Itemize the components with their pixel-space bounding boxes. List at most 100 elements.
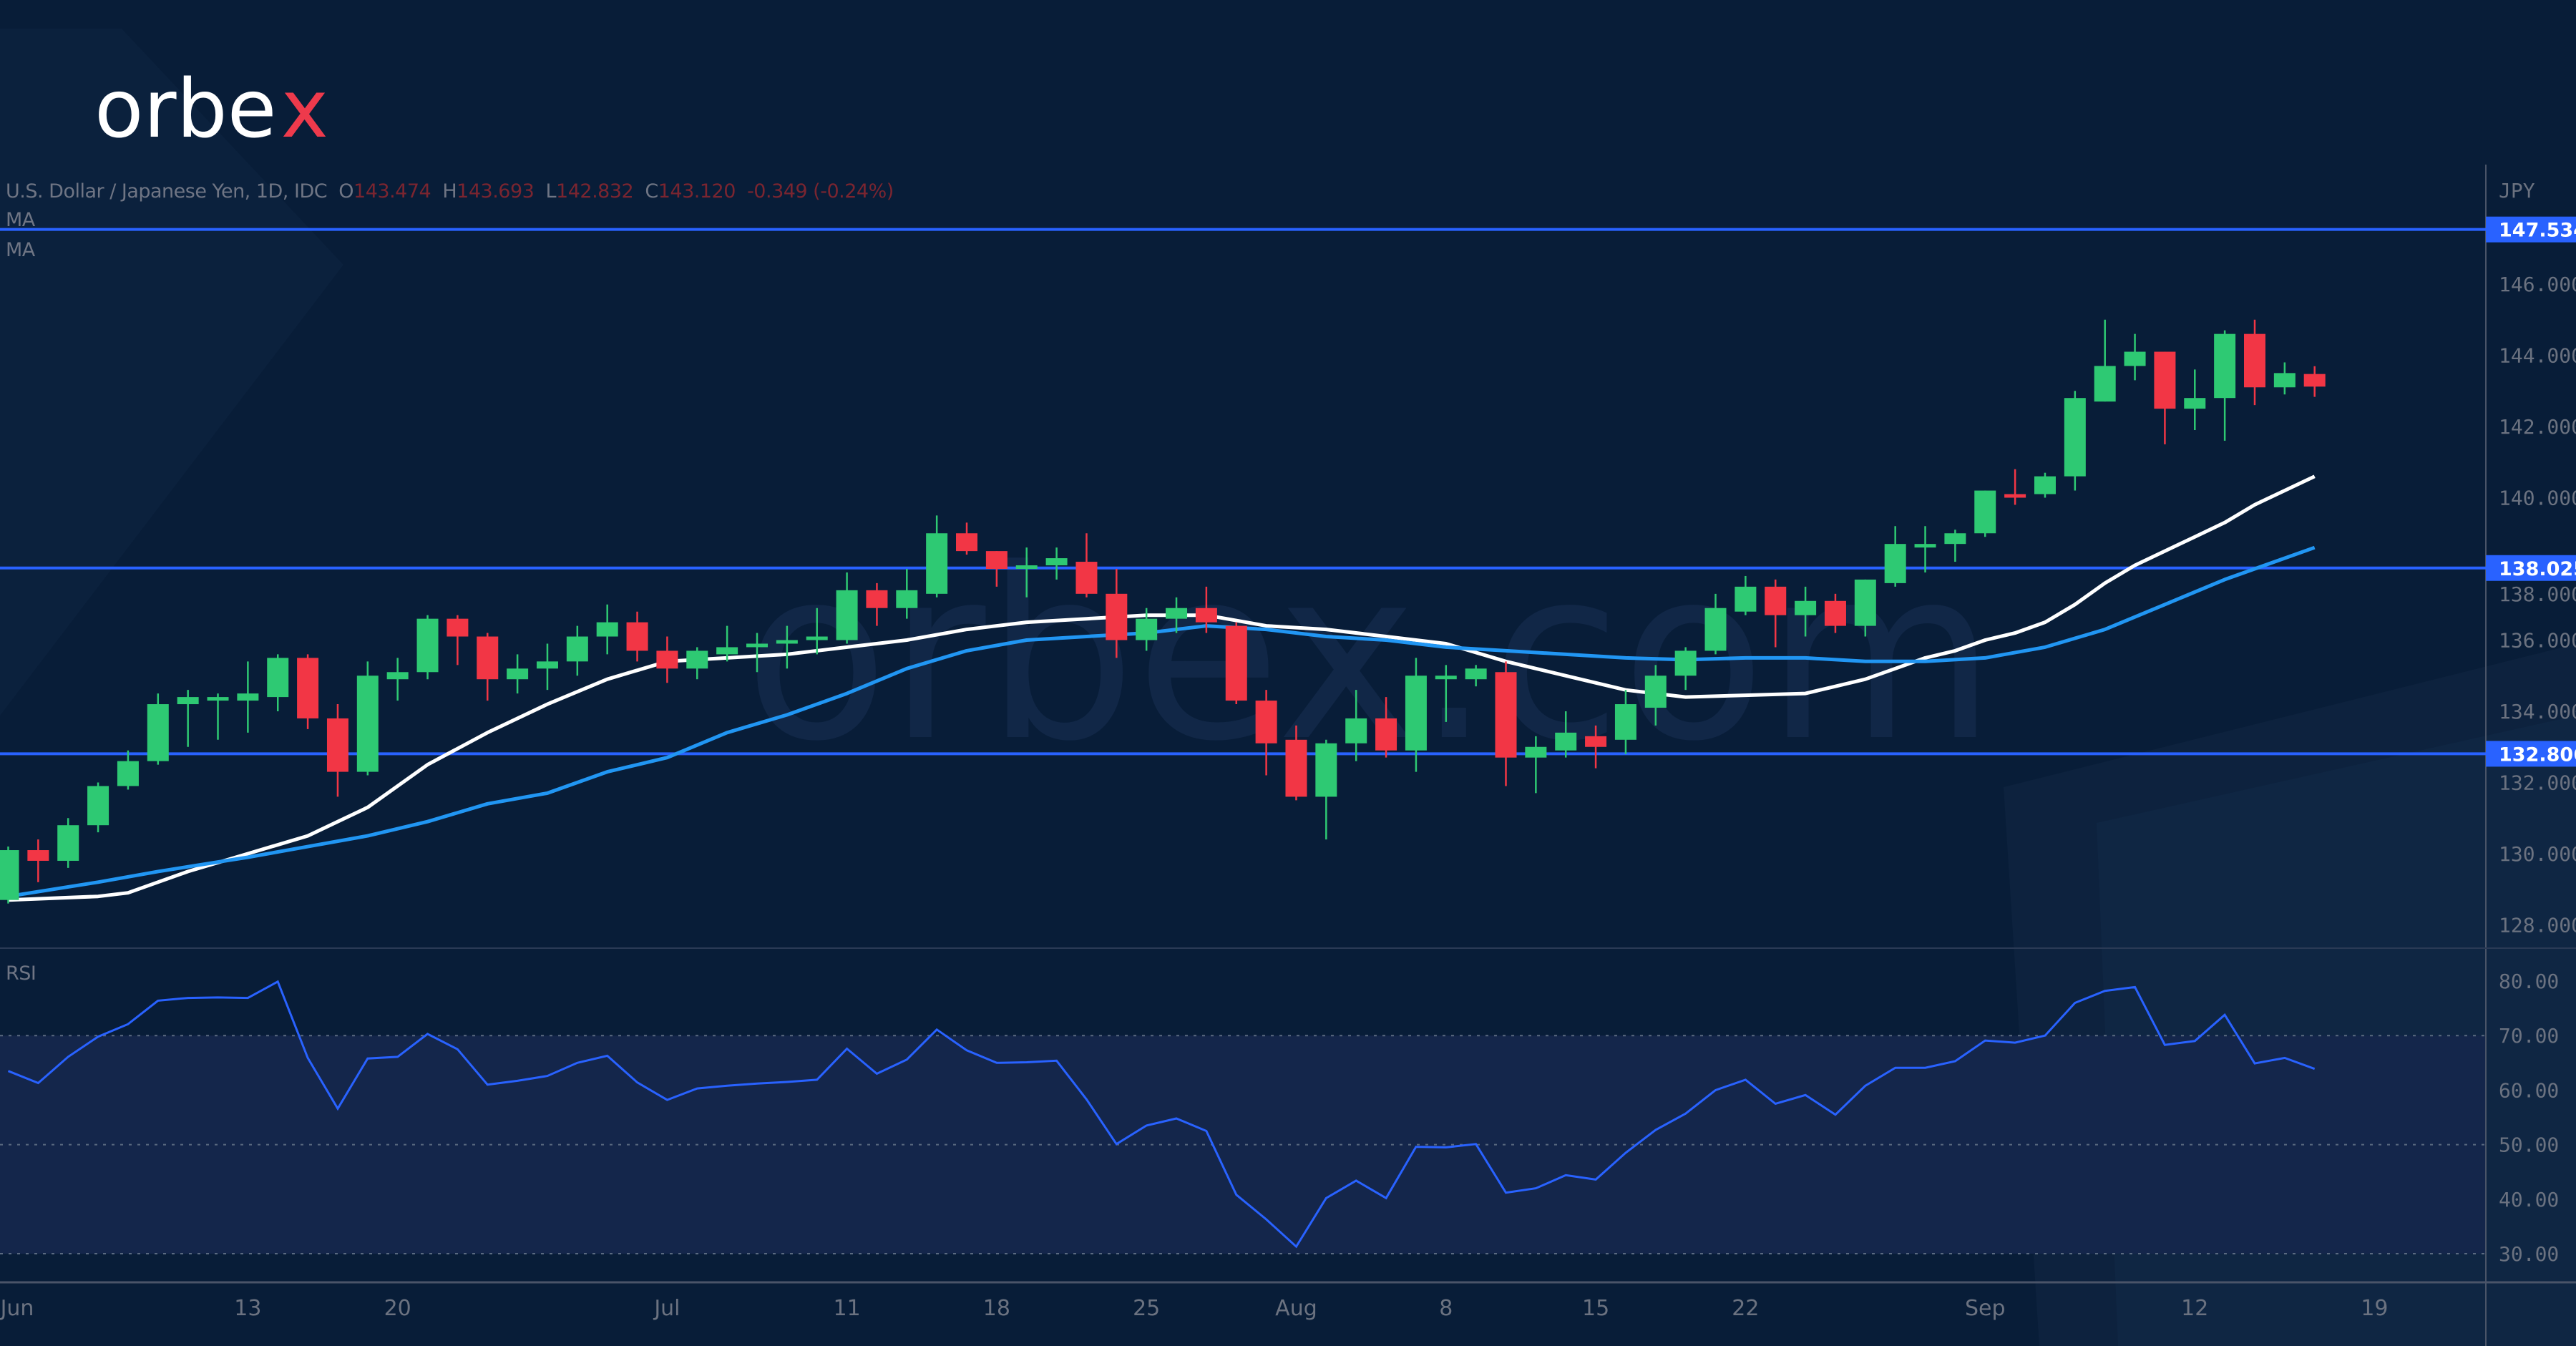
candle-body xyxy=(1345,718,1367,743)
candle xyxy=(2094,319,2116,402)
candle-body xyxy=(806,636,828,640)
candle-body xyxy=(926,533,948,594)
price-tick-label: 136.000 xyxy=(2499,629,2576,653)
candle-body xyxy=(2064,398,2086,477)
candle xyxy=(0,847,19,904)
candle-body xyxy=(1824,600,1846,626)
candle xyxy=(536,643,558,691)
candle-body xyxy=(776,640,798,644)
candle-body xyxy=(1405,676,1427,751)
currency-label: JPY xyxy=(2499,179,2535,203)
candle xyxy=(1704,593,1727,655)
candle xyxy=(1495,661,1517,786)
candle xyxy=(2004,469,2026,505)
candle xyxy=(57,818,79,868)
candle-body xyxy=(2273,373,2296,388)
candle xyxy=(1795,586,1817,637)
candle-body xyxy=(716,647,738,655)
candle-body xyxy=(2303,374,2326,387)
ma-legend-1[interactable]: MA xyxy=(6,209,35,231)
candle xyxy=(1405,658,1427,772)
candle xyxy=(2244,319,2265,406)
candle xyxy=(1225,622,1247,705)
candle xyxy=(2034,472,2056,498)
level-price-label: 138.025 xyxy=(2499,558,2576,580)
candle xyxy=(686,647,708,680)
level-price-label: 132.806 xyxy=(2499,743,2576,766)
candle xyxy=(1435,665,1457,722)
low-label: L xyxy=(545,180,557,203)
candle-body xyxy=(2184,398,2206,409)
candle xyxy=(1765,579,1787,648)
candle xyxy=(386,658,409,701)
horizontal-levels[interactable]: 147.534 138.025 132.806 xyxy=(0,216,2576,767)
candle xyxy=(1315,739,1337,840)
candle-body xyxy=(596,622,618,637)
candle-body xyxy=(1435,676,1457,680)
rsi-tick-label: 50.00 xyxy=(2499,1133,2559,1157)
candle xyxy=(896,569,918,619)
candle-body xyxy=(1525,746,1547,758)
candle-body xyxy=(326,718,348,772)
candle xyxy=(1735,575,1757,615)
candle xyxy=(1674,647,1697,691)
orbex-logo: orbex xyxy=(94,63,328,156)
candle xyxy=(507,654,529,694)
time-tick-label: 11 xyxy=(833,1296,860,1321)
high-value: 143.693 xyxy=(457,180,535,203)
candle-body xyxy=(566,636,588,662)
candle-body xyxy=(626,622,648,651)
candle-body xyxy=(1585,736,1607,747)
time-tick-label: 13 xyxy=(234,1296,261,1321)
candle-body xyxy=(1914,544,1936,548)
candles xyxy=(0,319,2326,904)
candle xyxy=(806,608,828,655)
ma-legend-2[interactable]: MA xyxy=(6,239,35,261)
ma-fast-line xyxy=(8,474,2316,902)
candle-body xyxy=(1045,558,1068,566)
price-tick-label: 144.000 xyxy=(2499,344,2576,368)
price-tick-label: 130.000 xyxy=(2499,842,2576,866)
candle xyxy=(2214,330,2236,441)
candle xyxy=(836,572,858,644)
open-label: O xyxy=(338,180,354,203)
time-tick-label: 19 xyxy=(2361,1296,2388,1321)
candle xyxy=(1884,526,1906,587)
candle xyxy=(416,615,439,680)
candle-body xyxy=(1285,739,1307,797)
candle-body xyxy=(447,618,469,637)
candle-body xyxy=(656,650,678,669)
low-value: 142.832 xyxy=(556,180,634,203)
candle xyxy=(1285,725,1307,801)
candle-body xyxy=(2094,366,2116,402)
time-tick-label: Jul xyxy=(653,1296,680,1321)
price-tick-label: 134.000 xyxy=(2499,700,2576,723)
candle-body xyxy=(27,850,49,861)
candle xyxy=(566,625,588,676)
candle xyxy=(1465,665,1487,687)
candle-body xyxy=(2154,351,2176,409)
price-tick-label: 138.000 xyxy=(2499,582,2576,606)
candle-body xyxy=(1644,676,1667,708)
candle-body xyxy=(1225,625,1247,701)
candle-body xyxy=(207,697,229,701)
candle-body xyxy=(1166,608,1188,619)
candle xyxy=(267,654,289,711)
candle-body xyxy=(237,693,259,701)
rsi-legend[interactable]: RSI xyxy=(6,962,36,985)
candle-body xyxy=(267,658,289,698)
candle xyxy=(2124,333,2146,381)
candle-body xyxy=(356,676,379,772)
candle xyxy=(237,661,259,733)
close-label: C xyxy=(645,180,658,203)
time-tick-label: Jun xyxy=(0,1296,34,1321)
level-price-tag xyxy=(2486,741,2576,767)
candle-body xyxy=(1136,618,1158,640)
level-price-tag xyxy=(2486,555,2576,581)
candle xyxy=(2273,362,2296,395)
candle xyxy=(1525,736,1547,794)
candle xyxy=(2064,391,2086,491)
candle-body xyxy=(147,704,169,761)
level-price-label: 147.534 xyxy=(2499,220,2576,242)
